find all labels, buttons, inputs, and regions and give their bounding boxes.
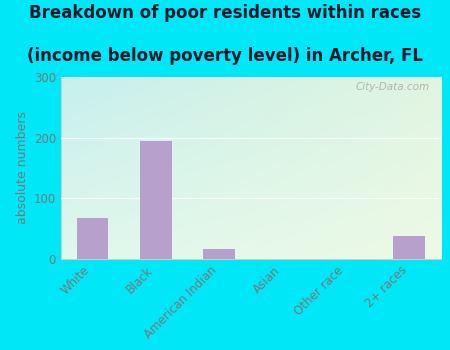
Bar: [140, 141, 171, 259]
Text: Breakdown of poor residents within races: Breakdown of poor residents within races: [29, 4, 421, 21]
Text: City-Data.com: City-Data.com: [356, 83, 430, 92]
Bar: [203, 249, 235, 259]
Bar: [393, 236, 425, 259]
Text: (income below poverty level) in Archer, FL: (income below poverty level) in Archer, …: [27, 47, 423, 65]
Y-axis label: absolute numbers: absolute numbers: [17, 112, 29, 224]
Bar: [76, 218, 108, 259]
